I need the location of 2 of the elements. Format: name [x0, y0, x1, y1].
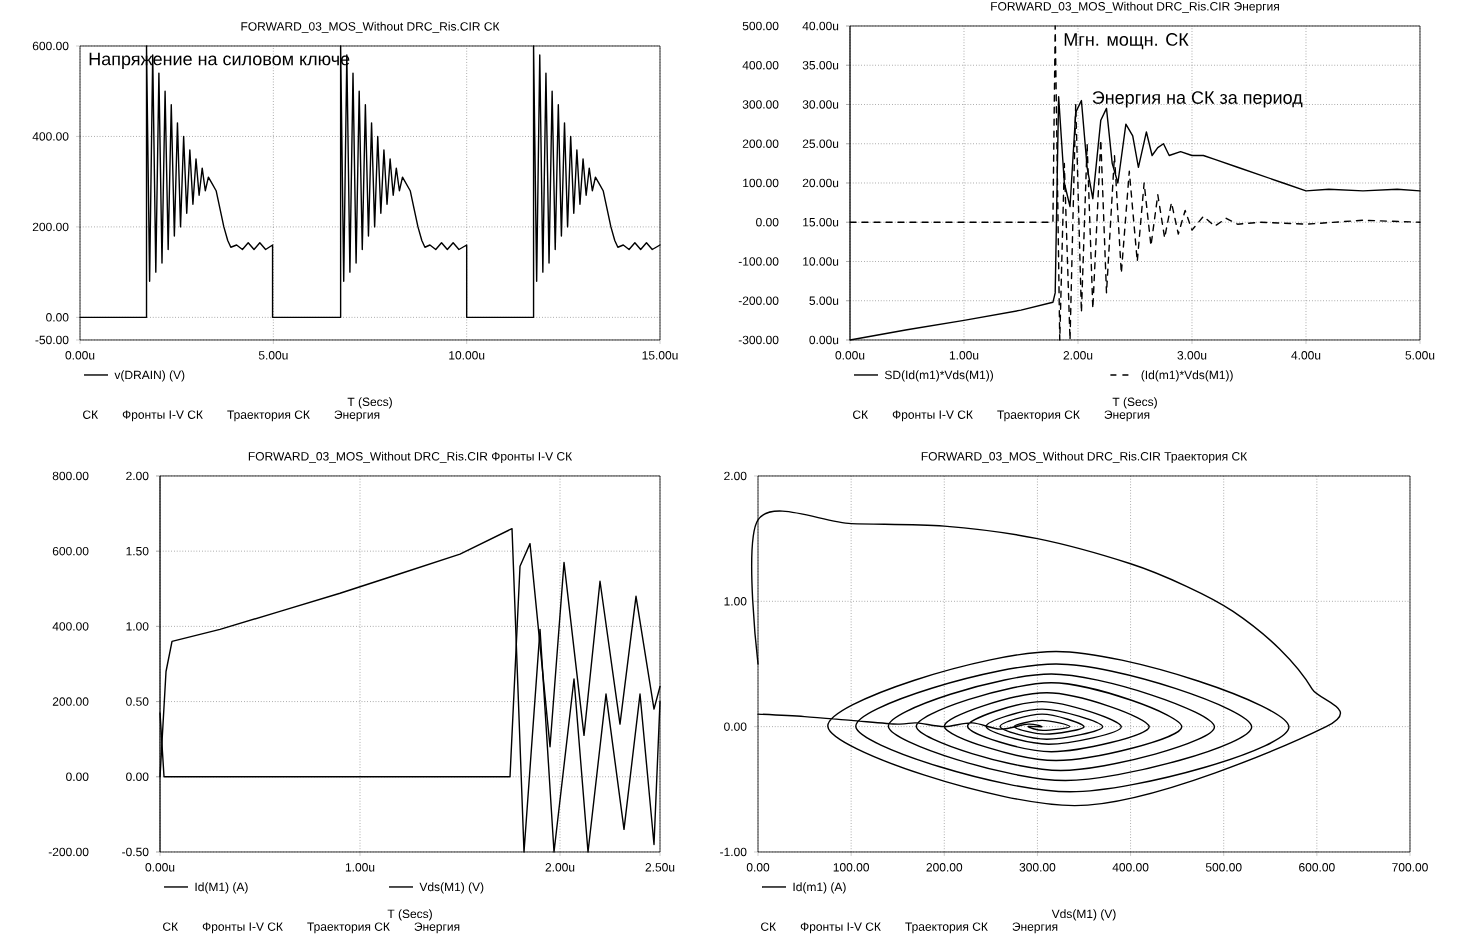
annotation: Энергия на СК за период [1092, 91, 1303, 108]
annotation: Мгн. мощн. СК [1064, 33, 1189, 50]
